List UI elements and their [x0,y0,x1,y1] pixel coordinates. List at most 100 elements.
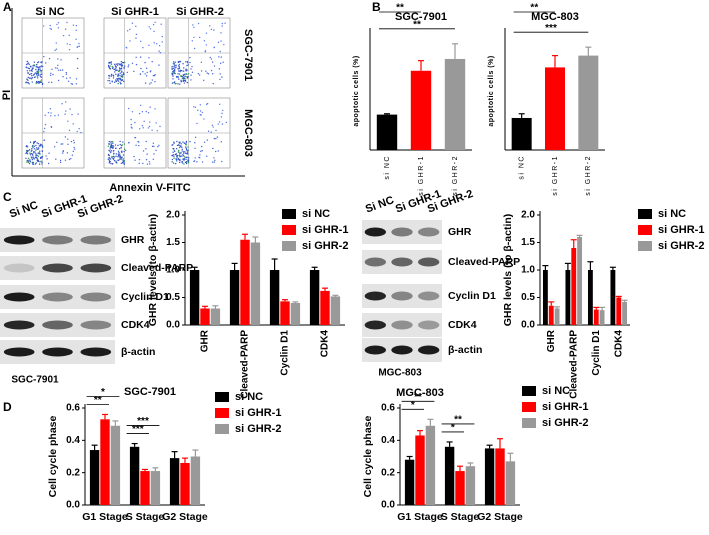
flow-dot [108,66,110,68]
flow-dot [174,162,177,165]
flow-dot [158,50,160,52]
significance-label: ** [396,3,404,14]
flow-dot [113,153,115,155]
flow-dot [123,148,126,150]
flow-dot [37,152,39,154]
flow-dot [177,61,179,63]
flow-dot [173,70,176,72]
bar [511,117,532,150]
flow-dot [179,83,181,85]
flow-dot [172,151,174,154]
flow-dot [177,83,179,85]
flow-dot [130,123,133,126]
y-tick-label: 0.0 [166,320,180,331]
flow-dot [154,108,156,110]
flow-dot [118,155,121,157]
flow-dot [57,21,60,24]
flow-dot [175,66,177,68]
flow-dot [72,150,75,153]
flow-dot [48,81,50,84]
flow-dot [181,160,183,163]
flow-dot [57,58,59,60]
blot-band [418,257,440,267]
flow-dot [148,57,150,59]
blot-band [364,291,387,301]
protein-label: CDK4 [121,319,150,331]
bar [577,237,583,325]
flow-dot [60,143,62,145]
bar [169,458,180,505]
bar [505,461,516,505]
flow-dot [68,129,71,132]
flow-dot [37,148,40,150]
legend-label: si NC [658,208,686,220]
flow-dot [186,149,188,152]
protein-label: β-actin [121,346,155,358]
flow-dot [142,162,144,165]
flow-dot [177,149,180,152]
flow-dot [187,159,189,161]
flow-dot [38,66,41,68]
flow-dot [68,48,71,51]
flow-dot [50,115,52,117]
flow-dot [35,162,38,164]
flow-dot [45,62,47,64]
flow-dot [158,144,160,147]
flow-dot [44,114,46,116]
flow-dot [127,64,130,66]
flow-dot [74,148,76,150]
protein-label: GHR [448,226,472,238]
flow-dot [154,80,156,83]
flow-dot [37,155,40,157]
flow-dot [32,146,34,148]
flow-dot [50,72,52,75]
flow-dot [180,80,182,82]
flow-dot [139,104,142,107]
flow-dot [107,158,109,160]
x-tick-label: CDK4 [320,330,331,358]
flow-dot [219,103,221,106]
flow-dot [185,61,187,63]
flow-dot [108,80,111,82]
flow-dot [146,153,148,155]
flow-dot [109,158,112,160]
bar [290,303,301,325]
flow-dot [175,148,178,150]
bar [548,305,554,325]
flow-dot [76,130,78,133]
flow-dot [109,148,111,150]
bar [150,471,161,505]
flow-dot [197,72,200,75]
flow-dot [123,80,125,83]
legend-label: si NC [302,208,330,220]
blot-band [80,292,112,302]
flow-dot [172,67,175,70]
flow-dot [194,147,196,149]
bar [542,270,548,325]
flow-dot [171,65,173,68]
flow-dot [172,70,174,73]
flow-dot [148,161,151,163]
y-tick-label: 0.4 [66,435,80,446]
flow-dot [50,81,53,84]
flow-dot [109,65,111,67]
flow-dot [174,67,176,69]
bar [250,242,261,325]
flow-dot [35,154,37,156]
flow-dot [108,154,110,157]
blot-band [391,257,413,267]
flow-dot [26,149,28,152]
legend-label: si NC [235,391,263,403]
flow-dot [36,63,38,66]
flow-dot [198,36,201,39]
flow-dot [32,64,35,66]
flow-dot [145,148,147,150]
flow-dot [110,75,113,77]
flow-dot [107,153,110,156]
flow-dot [59,161,62,164]
bar [210,308,221,325]
flow-dot [173,81,175,84]
blot-band [3,320,35,330]
flow-dot [75,38,77,41]
flow-dot [31,158,34,161]
